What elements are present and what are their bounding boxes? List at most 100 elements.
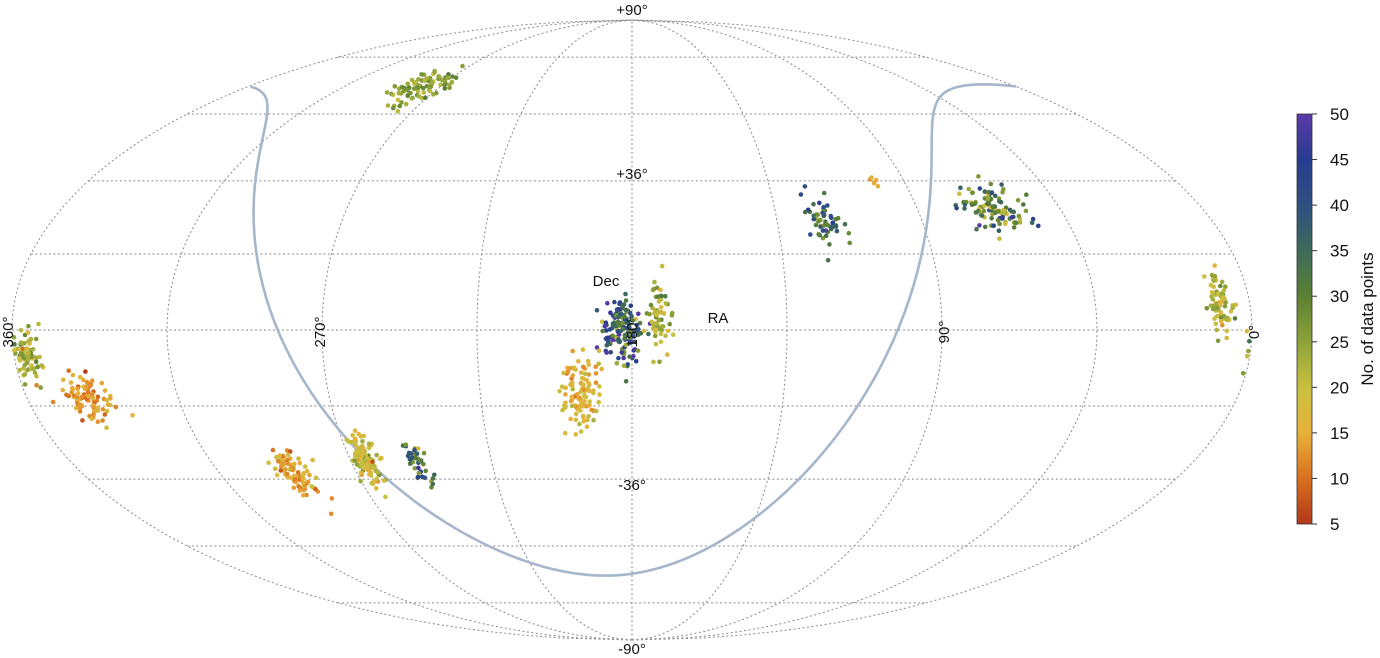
data-point	[603, 328, 609, 333]
data-point	[582, 371, 588, 377]
data-point	[1210, 297, 1216, 302]
data-point	[410, 455, 415, 461]
colorbar	[1296, 113, 1313, 525]
data-point	[627, 330, 633, 336]
data-point	[832, 223, 837, 229]
data-point	[25, 330, 31, 335]
data-point	[368, 470, 374, 476]
data-point	[373, 468, 379, 474]
data-point	[985, 195, 991, 200]
data-point	[417, 458, 423, 464]
data-point	[623, 379, 629, 384]
data-point	[999, 182, 1004, 187]
data-point	[808, 232, 813, 237]
data-point	[577, 421, 582, 427]
data-point	[285, 452, 291, 458]
data-point	[821, 204, 826, 210]
data-point	[297, 488, 303, 493]
data-point	[24, 360, 30, 365]
data-point	[989, 216, 994, 221]
data-point	[584, 424, 590, 430]
data-point	[359, 453, 364, 459]
ra-grid-line	[476, 19, 633, 641]
data-point	[603, 320, 609, 326]
data-point	[291, 485, 297, 491]
data-point	[384, 90, 390, 95]
data-point	[1221, 288, 1227, 293]
data-point	[802, 184, 808, 189]
data-point	[421, 85, 426, 91]
data-point	[422, 475, 428, 481]
data-point	[823, 222, 829, 227]
data-point	[818, 224, 823, 229]
data-point	[284, 471, 290, 477]
data-point	[623, 291, 628, 297]
data-point	[585, 358, 591, 364]
data-point	[403, 442, 409, 448]
data-point	[416, 446, 421, 451]
data-point	[291, 461, 297, 467]
data-point	[297, 460, 303, 466]
data-point	[395, 97, 401, 103]
data-point	[651, 286, 657, 292]
data-point	[648, 302, 654, 308]
data-points	[11, 63, 1252, 517]
data-point	[34, 382, 39, 388]
data-point	[352, 458, 357, 463]
data-point	[1246, 348, 1251, 354]
data-point	[358, 470, 364, 476]
data-point	[608, 310, 613, 316]
data-point	[660, 324, 666, 329]
data-point	[985, 201, 990, 206]
data-point	[91, 412, 96, 417]
data-point	[18, 327, 24, 333]
data-point	[1224, 328, 1230, 334]
data-point	[573, 432, 579, 437]
data-point	[570, 386, 575, 392]
data-point	[296, 484, 302, 489]
data-point	[669, 310, 675, 316]
data-point	[1209, 290, 1215, 295]
data-point	[270, 447, 276, 453]
data-point	[658, 287, 663, 293]
data-point	[104, 408, 110, 414]
data-point	[33, 359, 39, 365]
data-point	[811, 201, 816, 207]
data-point	[102, 412, 108, 417]
data-point	[821, 212, 827, 218]
data-point	[997, 221, 1002, 227]
data-point	[585, 417, 590, 423]
data-point	[871, 180, 877, 186]
data-point	[34, 355, 39, 361]
data-point	[1029, 220, 1035, 226]
data-point	[610, 333, 615, 339]
data-point	[374, 486, 379, 491]
data-point	[658, 304, 664, 310]
dec-tick-label: -36°	[618, 477, 646, 494]
data-point	[377, 456, 383, 462]
data-point	[562, 405, 568, 411]
data-point	[594, 345, 600, 350]
colorbar-tick-label: 15	[1330, 424, 1349, 443]
colorbar-tick-label: 20	[1330, 378, 1349, 397]
data-point	[405, 87, 410, 93]
data-point	[654, 312, 660, 318]
data-point	[973, 210, 979, 215]
data-point	[665, 352, 670, 357]
data-point	[358, 434, 364, 439]
data-point	[50, 399, 56, 405]
data-point	[1208, 282, 1214, 288]
data-point	[397, 103, 403, 109]
ra-tick-label: 360°	[0, 316, 17, 347]
data-point	[1224, 335, 1229, 341]
data-point	[563, 385, 568, 391]
data-point	[279, 460, 284, 466]
data-point	[104, 425, 109, 431]
data-point	[309, 484, 315, 489]
data-point	[60, 387, 66, 393]
data-point	[979, 213, 985, 218]
data-point	[602, 324, 607, 329]
data-point	[847, 240, 852, 246]
galactic-plane-curve	[250, 83, 1017, 577]
